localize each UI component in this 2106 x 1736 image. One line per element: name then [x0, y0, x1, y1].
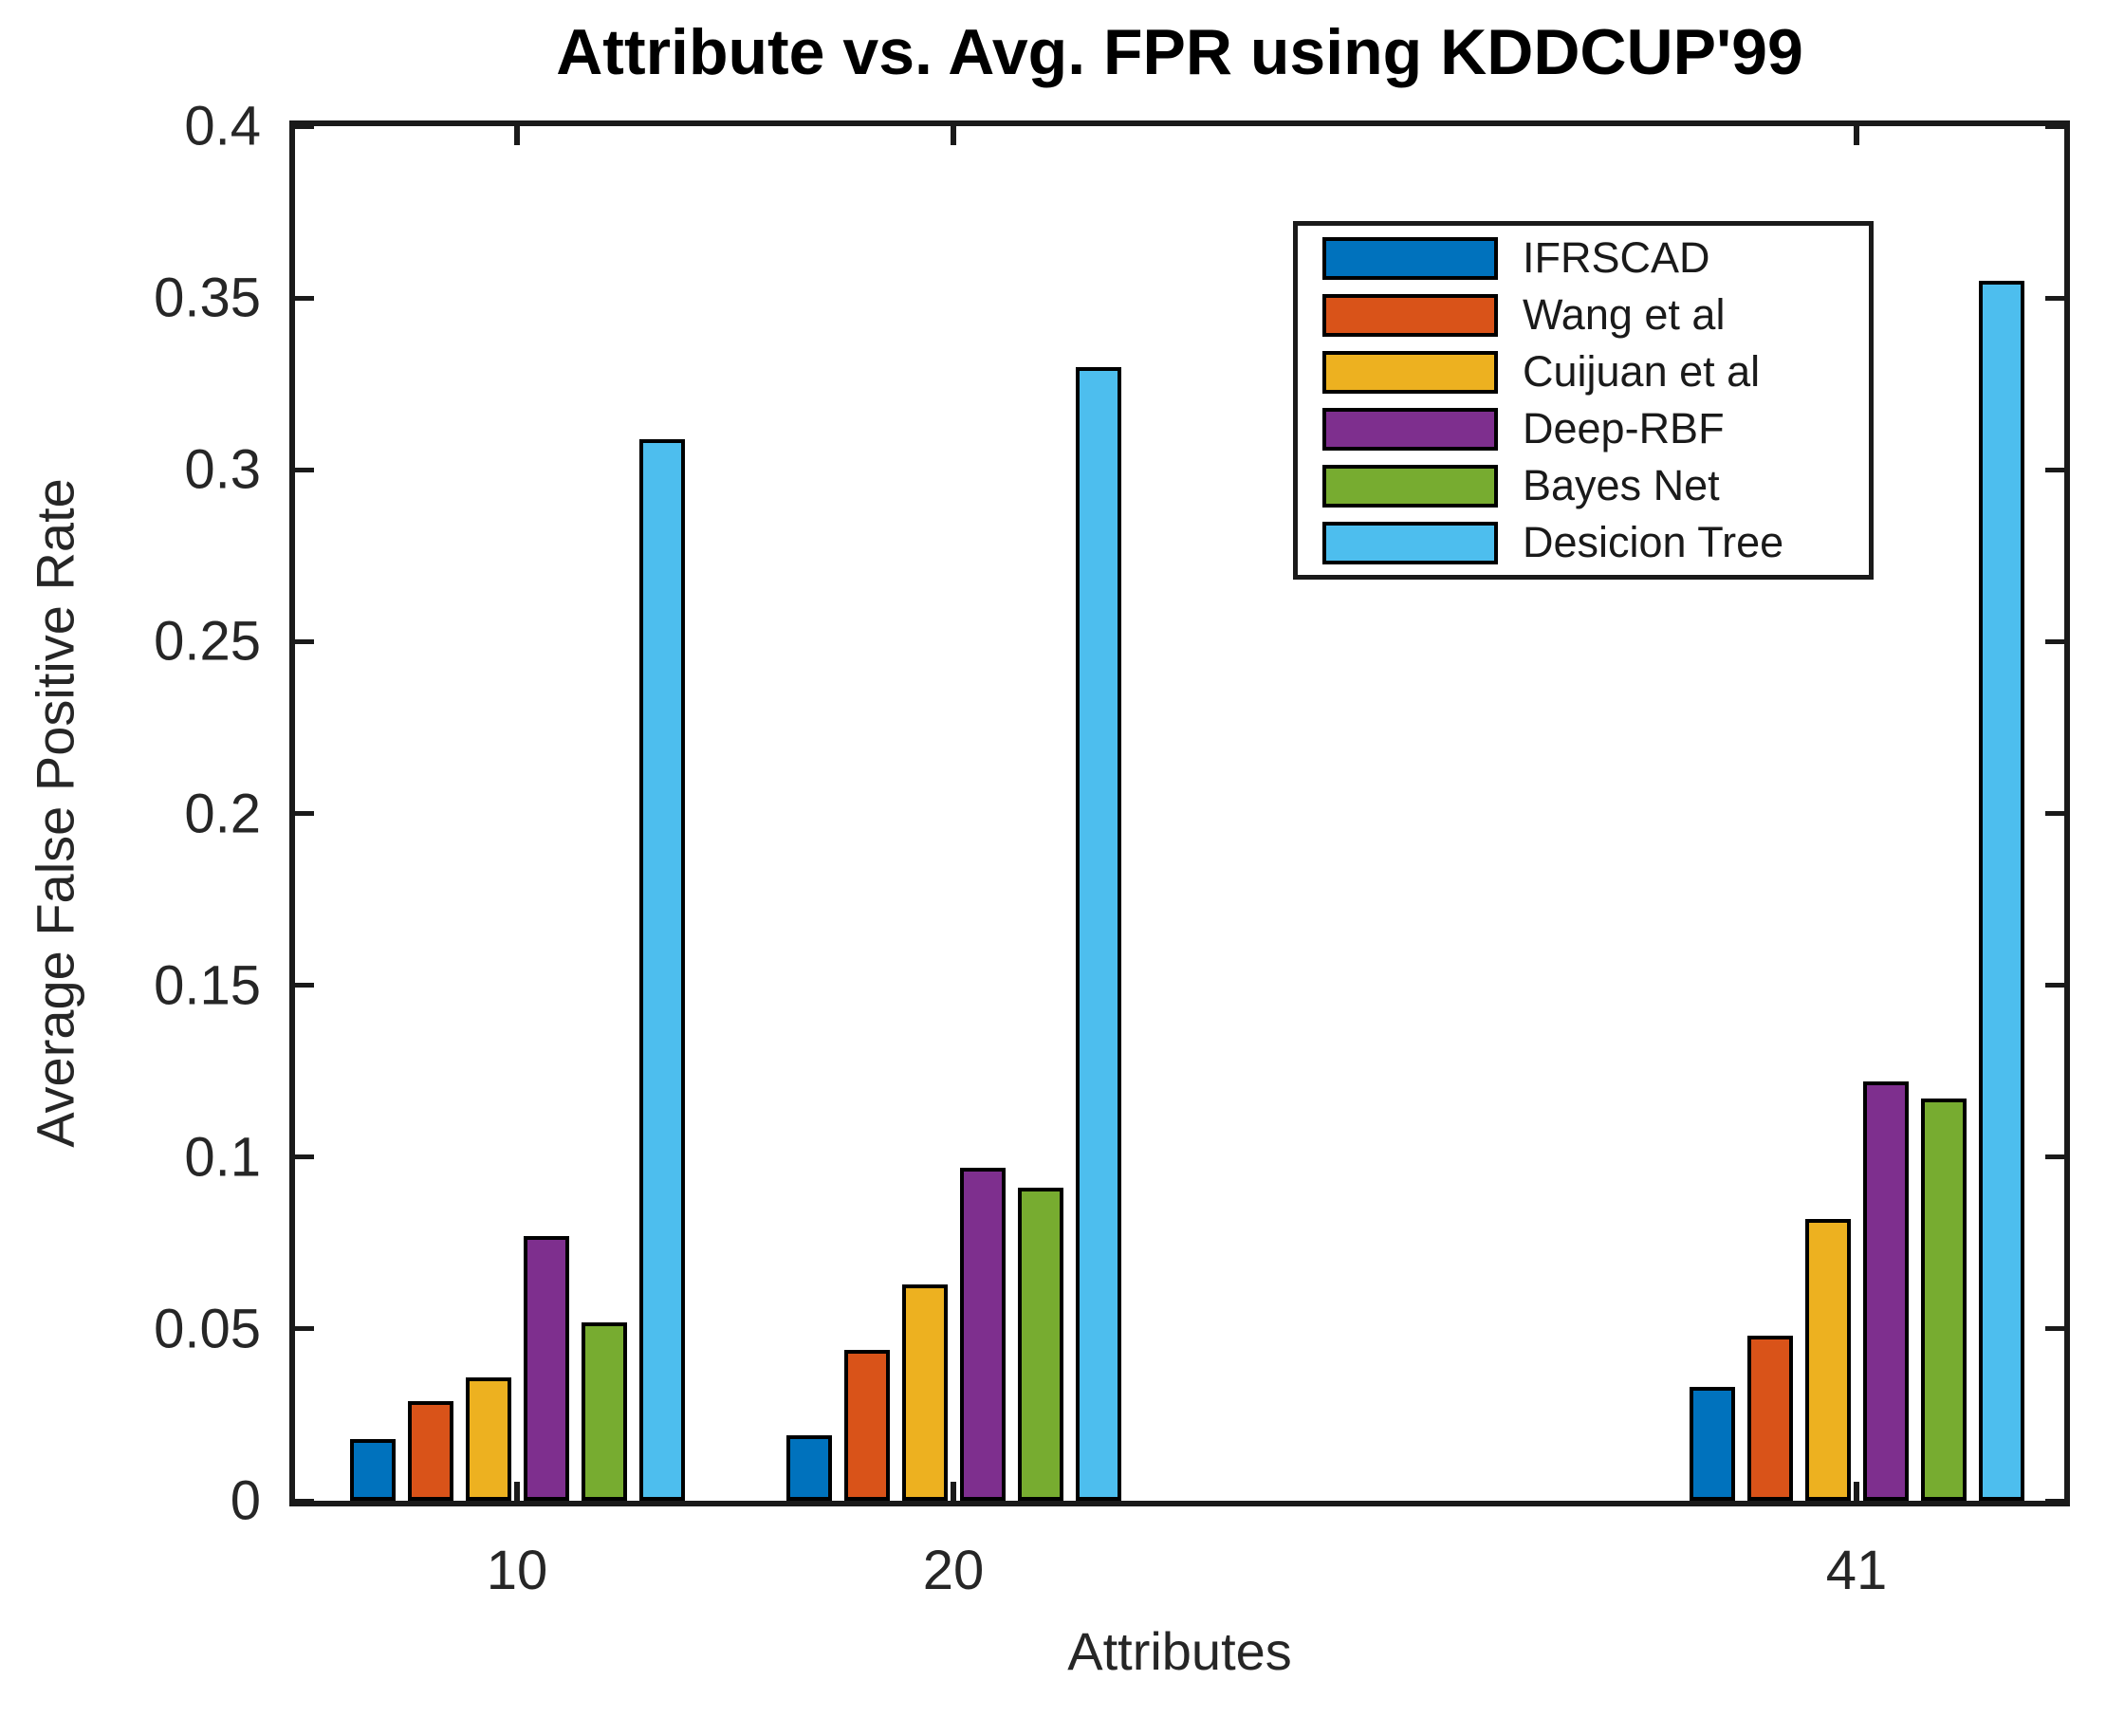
y-axis-tick — [2045, 295, 2064, 301]
y-axis-tick — [2045, 1154, 2064, 1160]
bar-bayes-net-20 — [1017, 1188, 1063, 1501]
y-axis-label: Average False Positive Rate — [25, 478, 85, 1148]
legend-color-swatch-desicion-tree — [1322, 521, 1498, 564]
legend-item-label: Desicion Tree — [1523, 518, 1784, 566]
y-axis-tick — [2045, 467, 2064, 472]
bar-cuijuan-et-al-20 — [901, 1284, 948, 1501]
bar-bayes-net-41 — [1920, 1099, 1967, 1501]
legend-item: Deep-RBF — [1322, 404, 1869, 453]
y-tick-label: 0.35 — [154, 267, 261, 329]
y-tick-label: 0.2 — [184, 783, 261, 844]
legend-color-swatch-wang-et-al — [1322, 293, 1498, 337]
bar-ifrscad-20 — [785, 1435, 832, 1501]
x-tick-label: 41 — [1825, 1540, 1888, 1601]
legend-color-swatch-ifrscad — [1322, 236, 1498, 280]
bar-bayes-net-10 — [581, 1322, 627, 1501]
y-axis-tick — [295, 1154, 314, 1160]
y-tick-label: 0.25 — [154, 610, 261, 673]
x-axis-label: Attributes — [1067, 1621, 1292, 1681]
legend: IFRSCAD Wang et al Cuijuan et al Deep-RB… — [1293, 221, 1874, 580]
legend-item-label: Wang et al — [1523, 290, 1726, 339]
y-tick-label: 0.05 — [154, 1298, 261, 1360]
x-tick-label: 10 — [486, 1540, 548, 1601]
legend-item: Bayes Net — [1322, 461, 1869, 510]
x-axis-tick — [1854, 1482, 1859, 1501]
bar-ifrscad-10 — [349, 1439, 396, 1501]
x-tick-label: 20 — [922, 1540, 985, 1601]
x-axis-tick — [1854, 126, 1859, 145]
bar-deep-rbf-20 — [959, 1168, 1006, 1501]
y-axis-tick — [2045, 811, 2064, 816]
legend-item: Desicion Tree — [1322, 518, 1869, 567]
legend-color-swatch-cuijuan-et-al — [1322, 350, 1498, 394]
y-axis-tick — [295, 123, 314, 129]
chart-title: Attribute vs. Avg. FPR using KDDCUP'99 — [556, 16, 1803, 88]
y-tick-label: 0.1 — [184, 1126, 261, 1189]
y-axis-tick — [295, 467, 314, 472]
y-axis-tick — [295, 638, 314, 644]
y-axis-tick — [2045, 1498, 2064, 1504]
legend-item-label: Bayes Net — [1523, 461, 1720, 509]
bar-cuijuan-et-al-10 — [465, 1377, 511, 1501]
y-axis-tick — [295, 983, 314, 988]
legend-item: Cuijuan et al — [1322, 347, 1869, 397]
y-axis-tick — [295, 1326, 314, 1332]
y-tick-label: 0.4 — [184, 95, 261, 157]
bar-desicion-tree-41 — [1978, 281, 2024, 1501]
y-axis-tick — [2045, 638, 2064, 644]
legend-color-swatch-bayes-net — [1322, 464, 1498, 508]
y-tick-label: 0.3 — [184, 438, 261, 501]
y-tick-label: 0 — [230, 1469, 261, 1532]
bar-wang-et-al-20 — [843, 1350, 890, 1501]
y-axis-tick — [2045, 983, 2064, 988]
x-axis-tick — [951, 126, 956, 145]
x-axis-tick — [514, 1482, 520, 1501]
y-axis-tick — [295, 811, 314, 816]
bar-deep-rbf-10 — [523, 1236, 569, 1501]
legend-color-swatch-deep-rbf — [1322, 407, 1498, 451]
x-axis-tick — [951, 1482, 956, 1501]
legend-item-label: IFRSCAD — [1523, 233, 1710, 282]
legend-item: IFRSCAD — [1322, 233, 1869, 283]
bar-desicion-tree-20 — [1075, 367, 1121, 1501]
x-axis-tick — [514, 126, 520, 145]
y-axis-tick — [2045, 1326, 2064, 1332]
legend-item-label: Cuijuan et al — [1523, 347, 1761, 396]
bar-cuijuan-et-al-41 — [1804, 1219, 1851, 1501]
legend-item: Wang et al — [1322, 290, 1869, 340]
bar-ifrscad-41 — [1689, 1387, 1735, 1501]
bar-deep-rbf-41 — [1862, 1081, 1909, 1501]
bar-desicion-tree-10 — [638, 439, 685, 1501]
y-tick-label: 0.15 — [154, 954, 261, 1017]
y-axis-tick — [295, 295, 314, 301]
bar-wang-et-al-41 — [1746, 1336, 1793, 1501]
legend-item-label: Deep-RBF — [1523, 404, 1725, 452]
y-axis-tick — [295, 1498, 314, 1504]
bar-wang-et-al-10 — [407, 1401, 453, 1501]
y-axis-tick — [2045, 123, 2064, 129]
